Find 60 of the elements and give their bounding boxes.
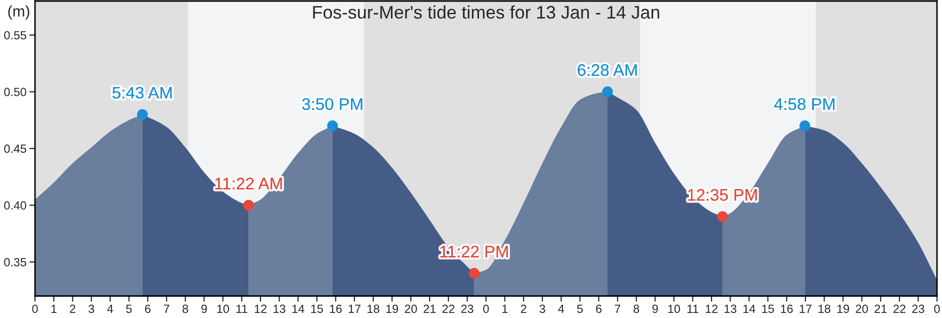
x-tick-label: 5: [577, 304, 583, 314]
chart-title: Fos-sur-Mer's tide times for 13 Jan - 14 Jan: [313, 5, 660, 19]
x-tick-label: 19: [386, 304, 398, 314]
x-tick-label: 17: [800, 304, 812, 313]
x-tick-label: 10: [668, 304, 680, 314]
x-tick-label: 19: [837, 304, 850, 314]
x-tick-label: 7: [614, 304, 620, 313]
x-tick-label: 6: [596, 304, 602, 314]
x-tick-label: 4: [558, 304, 564, 313]
x-tick-label: 20: [404, 304, 417, 314]
x-tick-label: 1: [502, 304, 508, 313]
x-tick-label: 16: [330, 304, 342, 314]
x-tick-label: 18: [368, 304, 380, 314]
x-tick-label: 23: [461, 304, 474, 314]
x-tick-label: 4: [107, 304, 114, 313]
x-tick-label: 0: [32, 304, 38, 314]
x-tick-label: 10: [217, 304, 230, 314]
x-tick-label: 3: [540, 304, 546, 314]
x-tick-label: 2: [520, 304, 526, 313]
x-tick-label: 15: [311, 304, 323, 314]
x-tick-label: 16: [781, 304, 793, 314]
y-tick-label: 0.45: [4, 144, 26, 153]
x-tick-label: 3: [88, 304, 94, 314]
x-tick-label: 11: [236, 304, 248, 313]
x-tick-label: 14: [743, 304, 756, 313]
x-tick-label: 12: [254, 304, 266, 313]
x-tick-label: 9: [201, 304, 207, 314]
x-tick-label: 23: [912, 304, 924, 314]
x-tick-label: 8: [634, 304, 640, 314]
x-tick-label: 13: [274, 304, 286, 314]
x-tick-label: 13: [724, 304, 736, 314]
x-tick-label: 5: [126, 304, 132, 314]
y-tick-label: 0.40: [4, 201, 26, 210]
x-tick-label: 21: [874, 304, 887, 313]
x-tick-label: 15: [762, 304, 774, 314]
annotation: 6:28 AM: [578, 64, 637, 76]
x-tick-label: 2: [70, 304, 76, 313]
y-tick-label: 0.55: [4, 31, 26, 40]
x-tick-label: 22: [893, 304, 906, 313]
y-tick-label: 0.50: [4, 88, 26, 96]
x-tick-label: 20: [856, 304, 868, 314]
annotation: 3:50 PM: [302, 98, 362, 110]
annotation: 4:58 PM: [774, 98, 834, 110]
x-tick-label: 7: [164, 304, 170, 313]
x-tick-label: 0: [483, 304, 489, 314]
y-tick-label: 0.35: [4, 258, 26, 266]
x-tick-label: 14: [292, 304, 304, 313]
annotation: 5:43 AM: [112, 86, 172, 99]
x-tick-label: 12: [706, 304, 718, 313]
x-tick-label: 18: [818, 304, 830, 314]
x-tick-label: 11: [687, 304, 698, 313]
x-tick-label: 8: [182, 304, 188, 314]
x-tick-label: 6: [145, 304, 151, 314]
x-tick-label: 22: [442, 304, 454, 313]
y-axis-title: (m): [8, 5, 30, 20]
x-tick-label: 0: [934, 304, 940, 314]
x-tick-label: 17: [348, 304, 360, 313]
x-tick-label: 21: [424, 304, 436, 313]
x-tick-label: 9: [652, 304, 658, 314]
x-tick-label: 1: [51, 304, 56, 313]
